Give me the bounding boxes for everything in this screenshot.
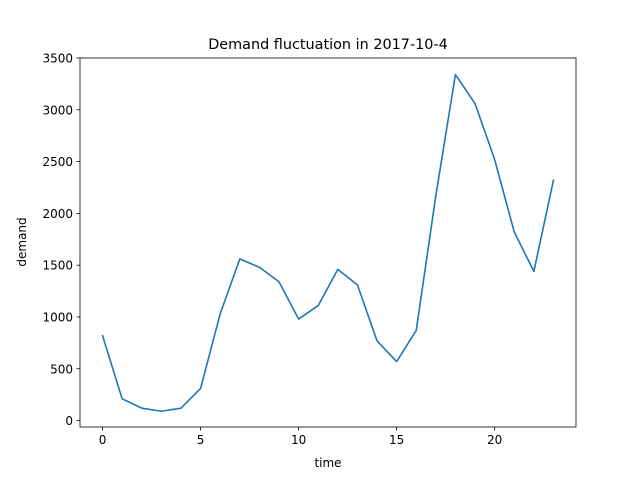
x-axis: 0 5 10 15 20 [99,427,502,447]
x-tick-label: 5 [197,433,205,447]
plot-area [101,73,555,413]
x-tick-label: 10 [291,433,306,447]
chart-title: Demand fluctuation in 2017-10-4 [208,37,448,53]
plot-frame [79,57,577,428]
y-tick-label: 3000 [42,103,73,117]
y-tick-label: 3500 [42,52,73,66]
y-tick-label: 2500 [42,155,73,169]
y-tick-label: 0 [65,414,73,428]
x-tick-label: 0 [99,433,107,447]
y-tick-label: 1500 [42,259,73,273]
x-tick-label: 15 [389,433,404,447]
y-axis: 0 500 1000 1500 2000 2500 3000 3500 [42,52,80,428]
y-tick-label: 1000 [42,310,73,324]
x-axis-label: time [314,456,341,470]
y-tick-label: 500 [50,362,73,376]
y-axis-label: demand [15,217,29,266]
y-tick-label: 2000 [42,207,73,221]
x-tick-label: 20 [487,433,502,447]
series-line-0 [101,73,555,413]
